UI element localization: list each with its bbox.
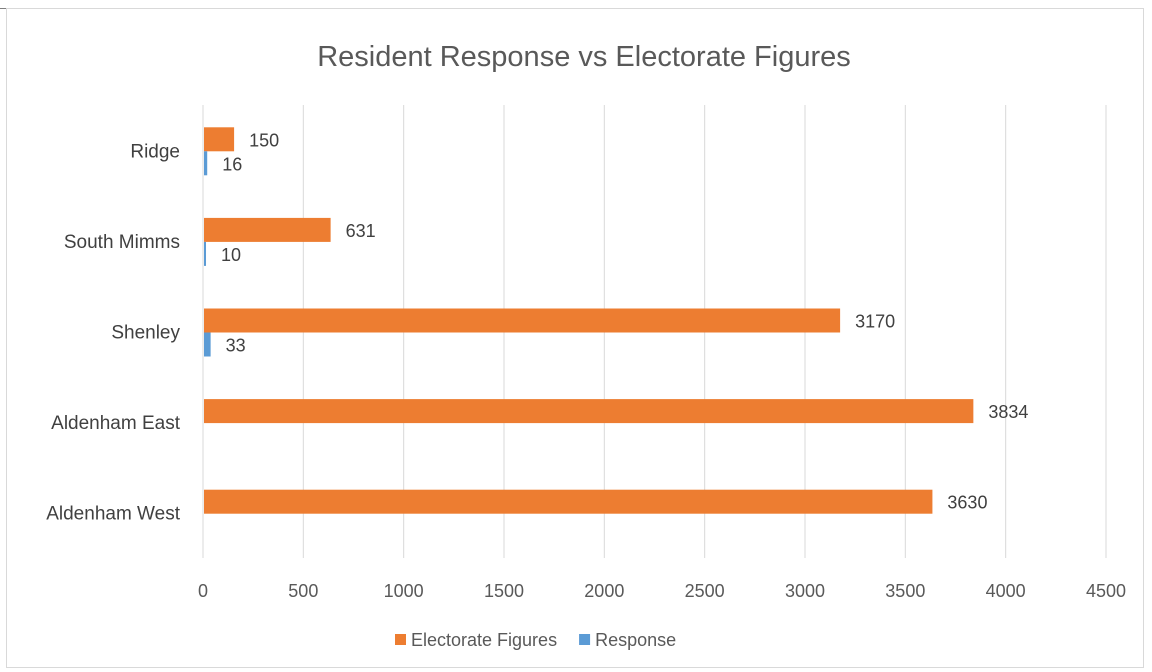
legend-label-response: Response [595,630,676,650]
data-label-response-south-mimms: 10 [221,245,241,265]
bar-electorate-figures-aldenham-east [204,399,973,423]
legend-swatch-response [579,634,590,645]
category-labels: Aldenham West Aldenham East Shenley South M… [46,141,180,524]
tick-label-2500: 2500 [685,581,725,601]
tick-label-4000: 4000 [986,581,1026,601]
category-label-south-mimms: South Mimms [64,232,180,253]
legend: Electorate Figures Response [395,630,676,650]
category-label-aldenham-east: Aldenham East [51,413,181,434]
data-label-electorate-figures-ridge: 150 [249,130,279,150]
bar-electorate-figures-shenley [204,309,840,333]
tick-label-4500: 4500 [1086,581,1126,601]
tick-label-3000: 3000 [785,581,825,601]
data-label-response-shenley: 33 [226,336,246,356]
bar-electorate-figures-aldenham-west [204,490,932,514]
bar-response-shenley [204,333,211,357]
tick-label-500: 500 [288,581,318,601]
data-label-response-ridge: 16 [222,154,242,174]
data-label-electorate-figures-aldenham-east: 3834 [988,402,1028,422]
category-label-shenley: Shenley [111,323,180,344]
tick-label-3500: 3500 [885,581,925,601]
bar-electorate-figures-south-mimms [204,218,331,242]
chart-title: Resident Response vs Electorate Figures [317,41,851,73]
bar-electorate-figures-ridge [204,127,234,151]
data-label-electorate-figures-south-mimms: 631 [346,221,376,241]
tick-label-1000: 1000 [384,581,424,601]
legend-label-electorate-figures: Electorate Figures [411,630,557,650]
data-label-electorate-figures-shenley: 3170 [855,312,895,332]
bar-response-south-mimms [204,242,206,266]
data-label-electorate-figures-aldenham-west: 3630 [947,493,987,513]
tick-label-2000: 2000 [584,581,624,601]
bar-response-ridge [204,151,207,175]
tick-labels: 0 500 1000 1500 2000 2500 3000 3500 4000 4500 [198,581,1126,601]
category-label-ridge: Ridge [130,141,180,162]
legend-swatch-electorate-figures [395,634,406,645]
tick-label-0: 0 [198,581,208,601]
category-label-aldenham-west: Aldenham West [46,504,180,525]
tick-label-1500: 1500 [484,581,524,601]
